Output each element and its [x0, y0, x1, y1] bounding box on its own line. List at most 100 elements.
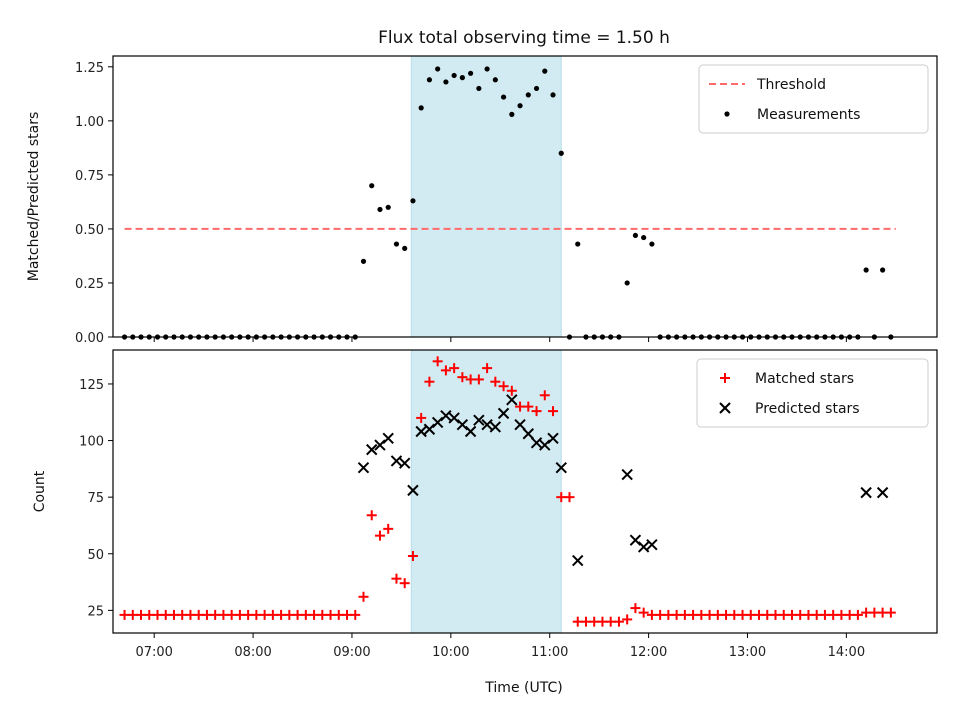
legend-box [696, 358, 929, 428]
predicted-star-point [621, 468, 633, 481]
y-tick-label: 125 [79, 378, 104, 393]
legend: Threshold Measurements [698, 64, 929, 134]
matched-star-point [383, 523, 394, 534]
measurement-point [476, 85, 482, 92]
matched-star-point [482, 363, 493, 374]
predicted-star-point [440, 409, 452, 422]
predicted-star-stroke [407, 484, 419, 497]
y-tick-label: 50 [87, 548, 104, 563]
predicted-star-point [374, 439, 386, 451]
predicted-star-point [522, 428, 535, 440]
measurement-point [542, 68, 548, 74]
legend-box [698, 64, 929, 134]
measurement-point [863, 267, 869, 273]
measurement-point [385, 204, 391, 210]
matched-star-point [506, 385, 517, 396]
predicted-star-point [555, 462, 567, 474]
x-tick-label: 13:00 [729, 645, 766, 660]
y-tick-label: 75 [87, 491, 104, 506]
measurement-point [360, 258, 367, 264]
x-tick-label: 10:00 [432, 645, 469, 660]
legend-label: Matched stars [755, 371, 854, 387]
chart-title: Flux total observing time = 1.50 h [378, 28, 670, 48]
x-tick-label: 08:00 [234, 645, 271, 660]
predicted-star-stroke [398, 457, 411, 469]
count-panel: 25 50 75 100 125 07:00 08:00 09:00 10:00 11:00 12:… [32, 349, 938, 660]
measurement-point [393, 241, 400, 247]
matched-star-point [498, 381, 509, 392]
predicted-star-point [506, 394, 518, 406]
measurement-point [509, 111, 515, 117]
predicted-star-point [423, 423, 436, 435]
measurement-point [459, 75, 465, 81]
predicted-star-point [547, 432, 559, 445]
predicted-star-stroke [506, 394, 518, 406]
predicted-star-stroke [431, 416, 444, 429]
predicted-star-point [860, 486, 872, 499]
predicted-star-stroke [547, 432, 559, 445]
matched-star-point [885, 607, 896, 618]
observing-window-band [410, 55, 562, 338]
predicted-star-stroke [860, 486, 872, 499]
predicted-star-point [431, 416, 444, 429]
x-axis-label: Time (UTC) [484, 680, 562, 696]
measurement-point [484, 66, 490, 72]
matched-star-point [613, 616, 624, 627]
predicted-star-point [514, 419, 526, 431]
x-tick-label: 07:00 [135, 645, 172, 660]
matched-star-point [374, 530, 385, 541]
predicted-star-stroke [646, 538, 658, 551]
predicted-star-point [646, 538, 658, 551]
measurement-point [443, 79, 449, 85]
plot-frame [112, 349, 938, 634]
predicted-star-stroke [530, 437, 543, 449]
matched-star-point [358, 591, 369, 602]
x-tick-label: 11:00 [531, 645, 568, 660]
predicted-star-stroke [555, 462, 567, 474]
measurement-point [426, 77, 433, 83]
matched-star-point [366, 510, 377, 521]
measurement-point [624, 280, 630, 286]
measurement-point [525, 92, 531, 98]
predicted-star-point [357, 462, 370, 474]
matched-star-point [473, 374, 484, 385]
predicted-star-stroke [440, 409, 452, 422]
predicted-star-point [489, 421, 502, 433]
predicted-star-point [390, 455, 403, 467]
predicted-star-stroke [621, 468, 633, 481]
predicted-star-point [382, 432, 394, 445]
matched-star-point [350, 609, 361, 620]
predicted-star-point [629, 534, 642, 546]
matched-star-point [539, 390, 550, 401]
measurement-point [649, 241, 655, 247]
predicted-star-point [448, 412, 460, 424]
measurement-point [410, 198, 416, 204]
measurement-point [451, 72, 457, 79]
y-axis-label: Matched/Predicted stars [26, 112, 42, 282]
predicted-star-stroke [415, 425, 427, 438]
matched-star-point [622, 614, 633, 625]
measurement-point [533, 85, 540, 92]
measurement-point [558, 150, 564, 156]
x-tick-label: 12:00 [630, 645, 667, 660]
predicted-star-stroke [539, 439, 551, 451]
predicted-star-stroke [497, 407, 510, 420]
matched-star-point [523, 401, 534, 412]
predicted-star-point [415, 425, 427, 438]
matched-star-point [630, 603, 641, 614]
matched-star-point [407, 551, 418, 562]
measurement-point [880, 267, 886, 273]
predicted-star-point [456, 419, 469, 431]
predicted-star-stroke [366, 443, 378, 456]
y-tick-label: 25 [87, 604, 104, 619]
y-tick-label: 0.75 [75, 169, 104, 184]
measurement-point [402, 245, 408, 251]
predicted-star-stroke [473, 414, 485, 426]
legend-measurement-swatch [724, 111, 730, 117]
y-axis-label: Count [32, 470, 48, 512]
predicted-star-stroke [382, 432, 394, 445]
matched-star-point [490, 376, 501, 387]
measurement-point [632, 232, 639, 239]
measurement-point [377, 206, 383, 213]
matched-star-point [432, 356, 443, 367]
